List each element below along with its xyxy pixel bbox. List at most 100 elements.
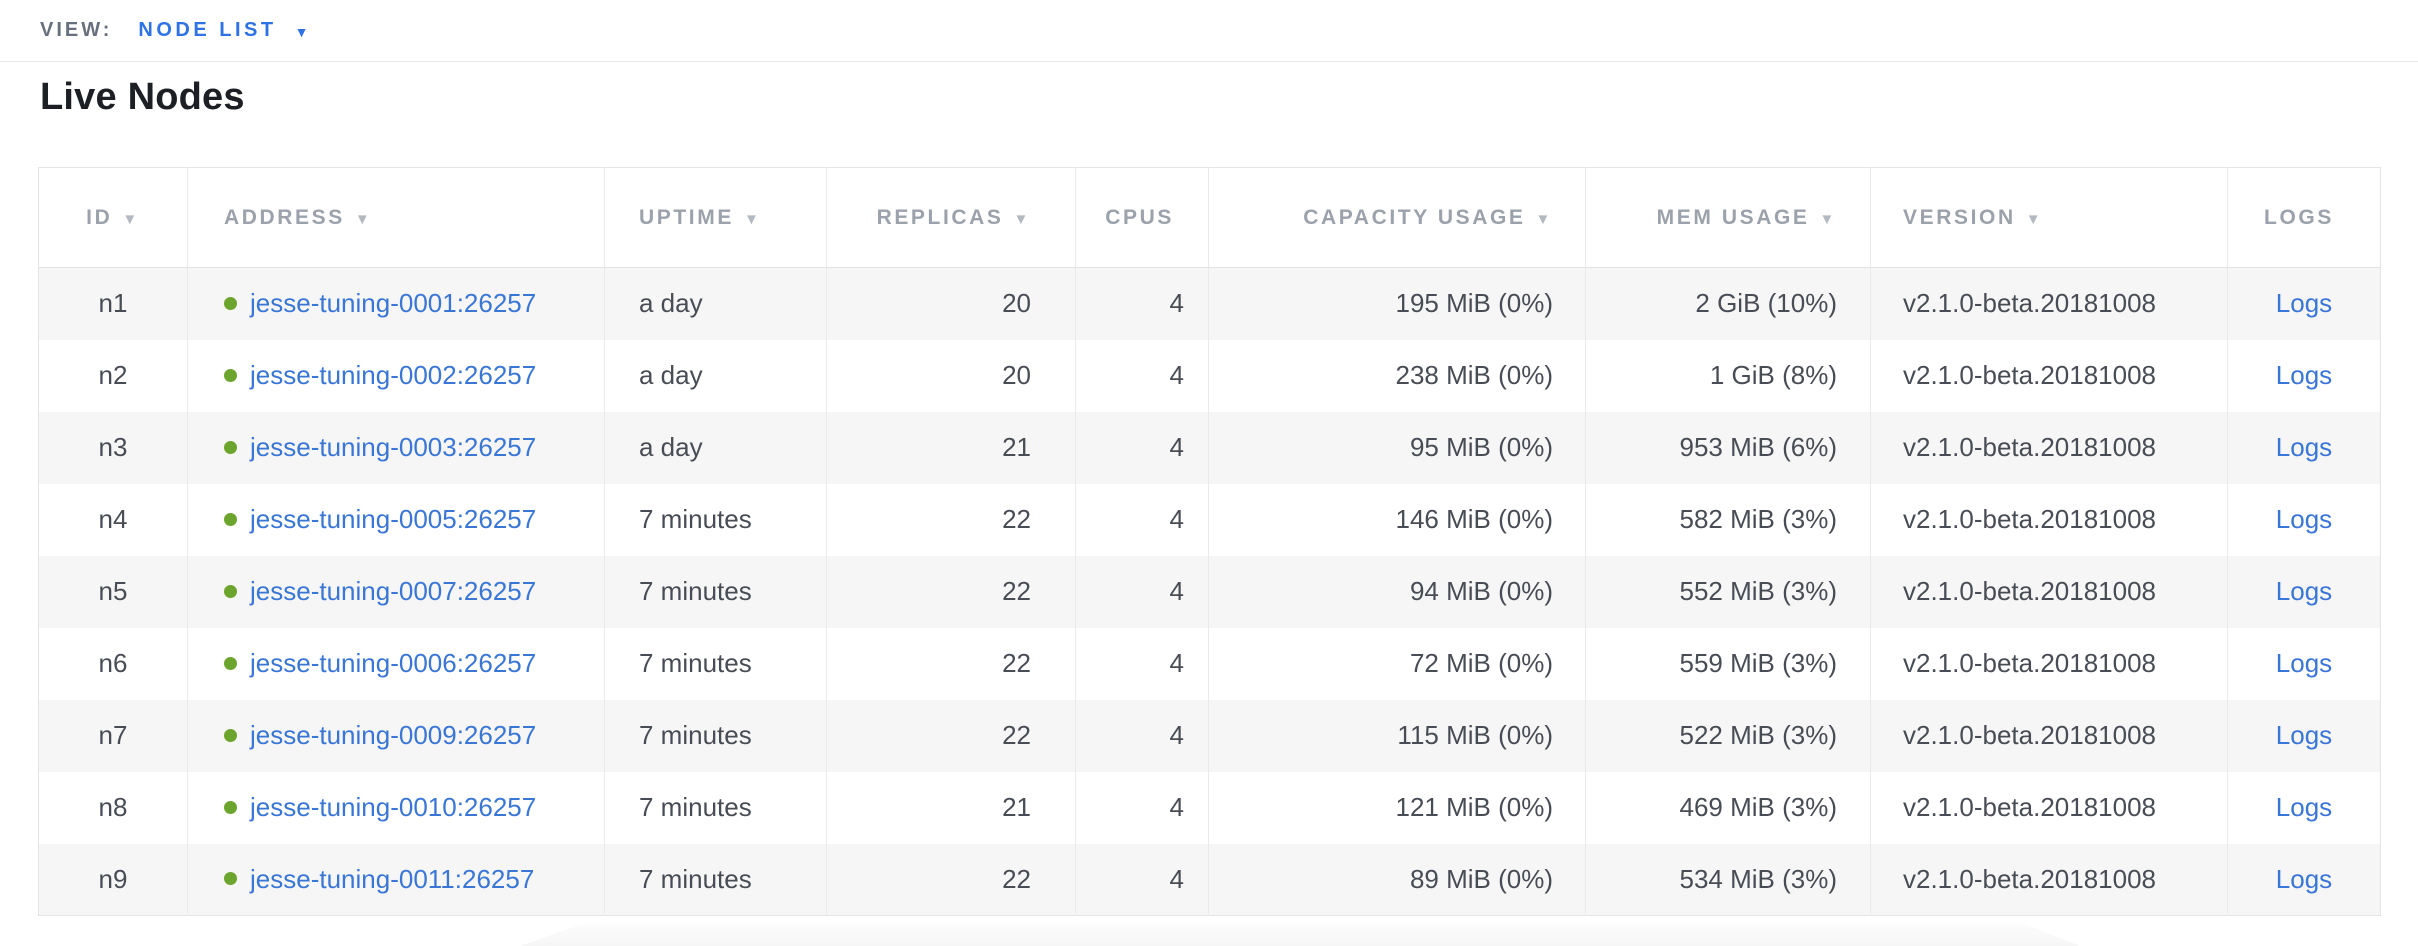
column-header-cpus[interactable]: CPUS	[1075, 167, 1209, 268]
sort-desc-icon: ▼	[354, 210, 373, 228]
column-header-id[interactable]: ID ▼	[38, 167, 188, 268]
node-version-cell: v2.1.0-beta.20181008	[1870, 843, 2228, 916]
column-header-replicas[interactable]: REPLICAS ▼	[826, 167, 1076, 268]
node-address-cell: jesse-tuning-0002:26257	[187, 339, 605, 412]
node-address-link[interactable]: jesse-tuning-0003:26257	[250, 432, 537, 462]
node-address-cell: jesse-tuning-0009:26257	[187, 699, 605, 772]
logs-link[interactable]: Logs	[2275, 504, 2333, 534]
table-row: n8 jesse-tuning-0010:26257 7 minutes 21 …	[38, 771, 2381, 844]
table-row: n3 jesse-tuning-0003:26257 a day 21 4 95…	[38, 411, 2381, 484]
node-uptime-cell: 7 minutes	[604, 699, 827, 772]
node-healthy-status-icon	[224, 296, 237, 310]
table-row: n1 jesse-tuning-0001:26257 a day 20 4 19…	[38, 267, 2381, 340]
node-id-cell: n9	[98, 863, 128, 894]
logs-link[interactable]: Logs	[2275, 360, 2333, 390]
node-healthy-status-icon	[224, 800, 237, 814]
node-cpus-cell: 4	[1075, 699, 1209, 772]
node-uptime-cell: 7 minutes	[604, 483, 827, 556]
node-uptime-cell: 7 minutes	[604, 771, 827, 844]
sort-desc-icon: ▼	[1535, 210, 1553, 228]
node-replicas-cell: 20	[826, 267, 1076, 340]
node-id-cell: n1	[98, 288, 128, 319]
logs-link[interactable]: Logs	[2275, 288, 2333, 319]
logs-link[interactable]: Logs	[2275, 432, 2333, 462]
node-replicas-cell: 22	[826, 555, 1076, 628]
node-healthy-status-icon	[224, 656, 237, 670]
node-address-link[interactable]: jesse-tuning-0002:26257	[250, 360, 537, 390]
node-replicas-cell: 22	[826, 483, 1076, 556]
node-capacity-usage-cell: 146 MiB (0%)	[1208, 483, 1586, 556]
node-address-cell: jesse-tuning-0001:26257	[187, 267, 605, 340]
column-header-mem-usage[interactable]: MEM USAGE ▼	[1585, 167, 1871, 268]
chevron-down-icon: ▼	[294, 23, 309, 40]
node-healthy-status-icon	[224, 512, 237, 526]
node-capacity-usage-cell: 72 MiB (0%)	[1208, 627, 1586, 700]
node-healthy-status-icon	[224, 440, 237, 454]
node-id-cell: n2	[98, 360, 128, 390]
node-address-link[interactable]: jesse-tuning-0007:26257	[250, 576, 537, 606]
sort-desc-icon: ▼	[122, 210, 140, 228]
logs-link[interactable]: Logs	[2275, 576, 2333, 606]
logs-link[interactable]: Logs	[2275, 720, 2333, 750]
node-capacity-usage-cell: 115 MiB (0%)	[1208, 699, 1586, 772]
node-capacity-usage-cell: 238 MiB (0%)	[1208, 339, 1586, 412]
node-address-link[interactable]: jesse-tuning-0005:26257	[250, 504, 537, 534]
node-address-link[interactable]: jesse-tuning-0006:26257	[250, 648, 537, 678]
table-row: n5 jesse-tuning-0007:26257 7 minutes 22 …	[38, 555, 2381, 628]
logs-link[interactable]: Logs	[2275, 648, 2333, 678]
sort-desc-icon: ▼	[743, 210, 762, 228]
node-address-cell: jesse-tuning-0003:26257	[187, 411, 605, 484]
node-cpus-cell: 4	[1075, 339, 1209, 412]
node-logs-cell: Logs	[2227, 555, 2381, 628]
node-address-link[interactable]: jesse-tuning-0009:26257	[250, 720, 537, 750]
node-id-cell: n6	[98, 648, 128, 678]
table-row: n6 jesse-tuning-0006:26257 7 minutes 22 …	[38, 627, 2381, 700]
page-title: Live Nodes	[40, 76, 245, 118]
node-version-cell: v2.1.0-beta.20181008	[1870, 771, 2228, 844]
column-header-version[interactable]: VERSION ▼	[1870, 167, 2228, 268]
node-mem-usage-cell: 469 MiB (3%)	[1585, 771, 1871, 844]
sort-desc-icon: ▼	[2025, 210, 2044, 228]
next-card-top-edge	[520, 924, 2080, 946]
node-id-cell: n5	[98, 576, 128, 606]
node-capacity-usage-cell: 121 MiB (0%)	[1208, 771, 1586, 844]
node-logs-cell: Logs	[2227, 843, 2381, 916]
node-address-cell: jesse-tuning-0006:26257	[187, 627, 605, 700]
table-row: n2 jesse-tuning-0002:26257 a day 20 4 23…	[38, 339, 2381, 412]
view-dropdown[interactable]: NODE LIST ▼	[138, 19, 308, 42]
node-address-link[interactable]: jesse-tuning-0010:26257	[250, 792, 537, 822]
logs-link[interactable]: Logs	[2275, 863, 2333, 894]
node-uptime-cell: a day	[604, 267, 827, 340]
logs-link[interactable]: Logs	[2275, 792, 2333, 822]
node-capacity-usage-cell: 195 MiB (0%)	[1208, 267, 1586, 340]
node-uptime-cell: 7 minutes	[604, 555, 827, 628]
node-capacity-usage-cell: 94 MiB (0%)	[1208, 555, 1586, 628]
node-mem-usage-cell: 953 MiB (6%)	[1585, 411, 1871, 484]
node-replicas-cell: 21	[826, 411, 1076, 484]
node-version-cell: v2.1.0-beta.20181008	[1870, 267, 2228, 340]
node-mem-usage-cell: 552 MiB (3%)	[1585, 555, 1871, 628]
column-header-capacity-usage[interactable]: CAPACITY USAGE ▼	[1208, 167, 1586, 268]
node-logs-cell: Logs	[2227, 339, 2381, 412]
node-healthy-status-icon	[224, 872, 237, 886]
node-address-link[interactable]: jesse-tuning-0011:26257	[250, 863, 535, 894]
node-uptime-cell: a day	[604, 411, 827, 484]
node-cpus-cell: 4	[1075, 411, 1209, 484]
node-version-cell: v2.1.0-beta.20181008	[1870, 483, 2228, 556]
node-mem-usage-cell: 1 GiB (8%)	[1585, 339, 1871, 412]
node-replicas-cell: 21	[826, 771, 1076, 844]
node-mem-usage-cell: 534 MiB (3%)	[1585, 843, 1871, 916]
table-row: n4 jesse-tuning-0005:26257 7 minutes 22 …	[38, 483, 2381, 556]
view-label: VIEW:	[40, 19, 113, 41]
node-address-link[interactable]: jesse-tuning-0001:26257	[250, 288, 537, 319]
view-dropdown-value[interactable]: NODE LIST	[138, 19, 277, 41]
column-header-uptime[interactable]: UPTIME ▼	[604, 167, 827, 268]
node-id-cell: n7	[98, 720, 128, 750]
node-healthy-status-icon	[224, 368, 237, 382]
column-header-address[interactable]: ADDRESS ▼	[187, 167, 605, 268]
node-replicas-cell: 22	[826, 627, 1076, 700]
node-version-cell: v2.1.0-beta.20181008	[1870, 555, 2228, 628]
node-mem-usage-cell: 2 GiB (10%)	[1585, 267, 1871, 340]
node-capacity-usage-cell: 95 MiB (0%)	[1208, 411, 1586, 484]
node-logs-cell: Logs	[2227, 483, 2381, 556]
